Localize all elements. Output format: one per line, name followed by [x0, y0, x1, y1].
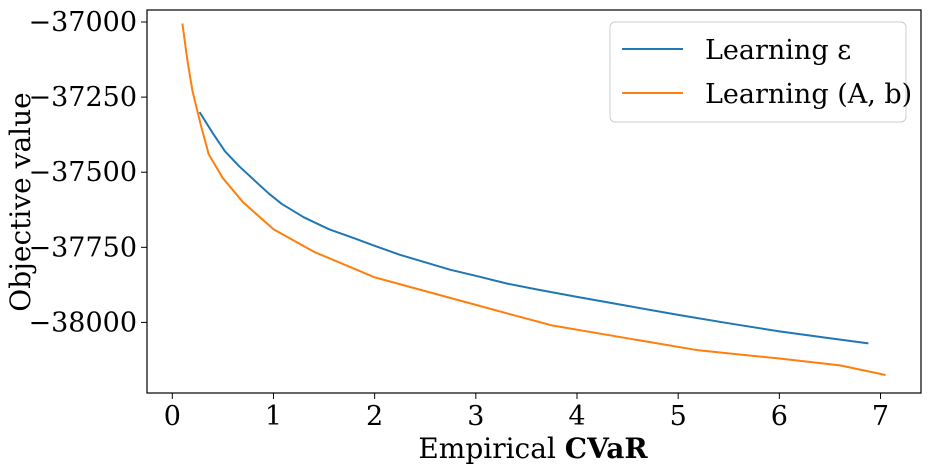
y-tick-label: −37000	[28, 7, 137, 38]
y-tick-label: −37750	[28, 232, 137, 263]
x-axis-label-plain: Empirical	[418, 432, 564, 465]
x-tick-label: 5	[670, 401, 687, 432]
x-tick-label: 0	[164, 401, 181, 432]
x-tick-label: 1	[265, 401, 282, 432]
y-axis: −37000 −37250 −37500 −37750 −38000	[28, 7, 147, 338]
x-tick-label: 6	[771, 401, 788, 432]
x-tick-label: 4	[568, 401, 585, 432]
y-tick-label: −37500	[28, 157, 137, 188]
legend-label-learning-epsilon: Learning ε	[705, 35, 851, 66]
x-axis: 0 1 2 3 4 5 6 7	[164, 393, 889, 432]
legend-label-learning-ab: Learning (A, b)	[705, 79, 912, 110]
x-axis-label-bold: CVaR	[565, 432, 649, 465]
x-tick-label: 7	[872, 401, 889, 432]
legend: Learning ε Learning (A, b)	[609, 21, 912, 123]
y-tick-label: −38000	[28, 307, 137, 338]
x-tick-label: 3	[467, 401, 484, 432]
x-axis-label: Empirical CVaR	[418, 432, 648, 465]
y-axis-label: Objective value	[4, 92, 37, 311]
plot-frame	[146, 9, 922, 394]
legend-box	[609, 21, 907, 123]
series-line-1	[181, 23, 886, 376]
x-tick-label: 2	[366, 401, 383, 432]
y-tick-label: −37250	[28, 82, 137, 113]
series-lines	[181, 23, 886, 376]
series-line-0	[198, 111, 869, 345]
